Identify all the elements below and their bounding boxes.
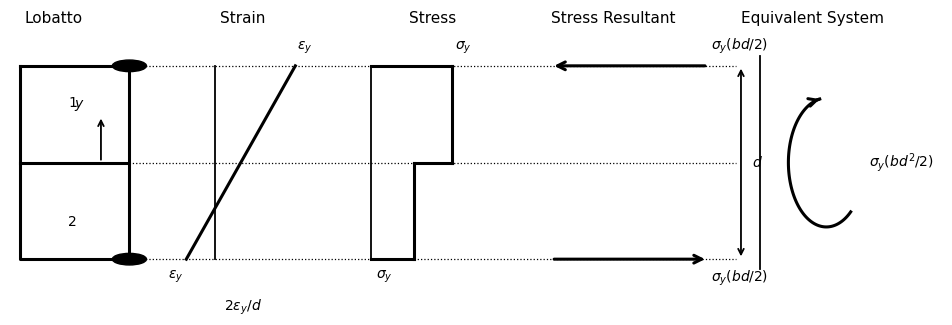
Text: $\sigma_y(bd/2)$: $\sigma_y(bd/2)$: [710, 37, 767, 56]
Circle shape: [112, 60, 147, 72]
Text: Lobatto: Lobatto: [25, 11, 83, 26]
Text: $y$: $y$: [74, 98, 85, 112]
Text: $\varepsilon_y$: $\varepsilon_y$: [168, 269, 183, 285]
Text: 2: 2: [68, 215, 77, 229]
Circle shape: [112, 254, 147, 265]
Text: $\sigma_y(bd^2/2)$: $\sigma_y(bd^2/2)$: [868, 151, 933, 174]
Text: Stress Resultant: Stress Resultant: [550, 11, 675, 26]
Text: $2\varepsilon_y/d$: $2\varepsilon_y/d$: [224, 298, 262, 317]
Text: Equivalent System: Equivalent System: [740, 11, 883, 26]
Text: $\varepsilon_y$: $\varepsilon_y$: [297, 40, 312, 56]
Text: $d$: $d$: [751, 155, 763, 170]
Text: Strain: Strain: [220, 11, 266, 26]
Text: $\sigma_y$: $\sigma_y$: [375, 269, 392, 285]
Text: 1: 1: [68, 96, 77, 110]
Text: Stress: Stress: [408, 11, 456, 26]
Text: $\sigma_y$: $\sigma_y$: [454, 40, 471, 56]
Text: $\sigma_y(bd/2)$: $\sigma_y(bd/2)$: [710, 269, 767, 288]
